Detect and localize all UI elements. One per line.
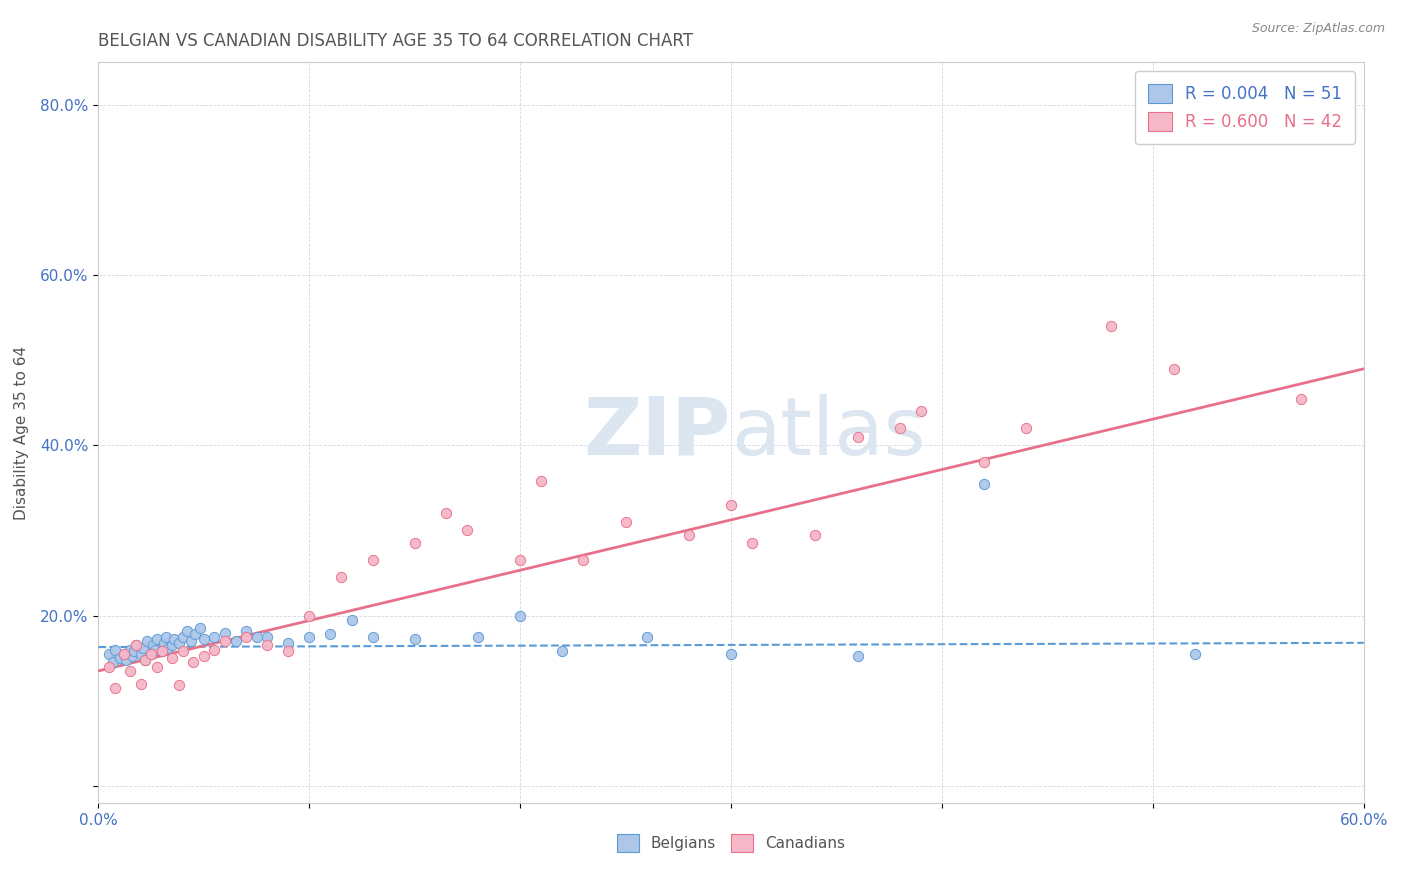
Point [846, 649, 869, 664]
Y-axis label: Disability Age 35 to 64: Disability Age 35 to 64 [14, 345, 30, 520]
Point [184, 627, 207, 641]
Point [509, 608, 531, 623]
Point [678, 527, 700, 541]
Point [176, 624, 198, 638]
Point [167, 678, 190, 692]
Point [467, 630, 489, 644]
Point [142, 639, 165, 653]
Point [103, 656, 125, 670]
Point [155, 630, 177, 644]
Point [572, 553, 595, 567]
Point [1099, 319, 1122, 334]
Legend: Belgians, Canadians: Belgians, Canadians [612, 829, 851, 858]
Point [204, 642, 226, 657]
Text: ZIP: ZIP [583, 393, 731, 472]
Point [889, 421, 911, 435]
Point [404, 632, 426, 647]
Point [456, 524, 478, 538]
Point [720, 498, 742, 512]
Point [614, 515, 637, 529]
Point [246, 630, 269, 644]
Point [141, 647, 163, 661]
Point [235, 630, 257, 644]
Point [340, 613, 363, 627]
Point [98, 659, 121, 673]
Point [214, 625, 236, 640]
Point [129, 676, 152, 690]
Point [108, 651, 131, 665]
Text: atlas: atlas [731, 393, 925, 472]
Point [804, 527, 827, 541]
Point [330, 570, 353, 584]
Point [134, 653, 156, 667]
Point [319, 627, 342, 641]
Point [129, 647, 152, 661]
Point [973, 476, 995, 491]
Point [180, 634, 202, 648]
Point [125, 639, 148, 653]
Point [361, 553, 384, 567]
Point [172, 630, 194, 644]
Point [124, 644, 146, 658]
Point [162, 639, 183, 653]
Point [120, 642, 141, 657]
Point [172, 644, 194, 658]
Point [436, 507, 458, 521]
Point [115, 653, 138, 667]
Point [1184, 647, 1206, 661]
Text: Source: ZipAtlas.com: Source: ZipAtlas.com [1251, 22, 1385, 36]
Point [720, 647, 742, 661]
Point [136, 634, 159, 648]
Point [204, 630, 226, 644]
Point [134, 653, 156, 667]
Point [167, 636, 190, 650]
Point [183, 656, 205, 670]
Point [157, 640, 180, 655]
Point [551, 644, 574, 658]
Point [193, 649, 215, 664]
Point [298, 630, 321, 644]
Point [361, 630, 384, 644]
Point [162, 651, 183, 665]
Point [163, 632, 186, 647]
Point [112, 647, 135, 661]
Point [146, 659, 169, 673]
Point [973, 455, 995, 469]
Point [846, 430, 869, 444]
Point [193, 632, 215, 647]
Point [150, 644, 173, 658]
Point [225, 634, 247, 648]
Point [235, 624, 257, 638]
Point [146, 632, 169, 647]
Point [121, 649, 143, 664]
Point [125, 639, 148, 653]
Point [256, 639, 278, 653]
Point [132, 640, 155, 655]
Point [120, 664, 141, 678]
Point [150, 644, 173, 658]
Point [404, 536, 426, 550]
Point [256, 630, 278, 644]
Point [530, 474, 553, 488]
Point [1289, 392, 1312, 406]
Point [98, 647, 121, 661]
Point [636, 630, 658, 644]
Point [741, 536, 763, 550]
Point [509, 553, 531, 567]
Point [1163, 361, 1185, 376]
Point [145, 642, 166, 657]
Point [214, 634, 236, 648]
Point [104, 642, 127, 657]
Point [104, 681, 127, 695]
Point [188, 621, 211, 635]
Point [1015, 421, 1038, 435]
Point [277, 644, 299, 658]
Text: BELGIAN VS CANADIAN DISABILITY AGE 35 TO 64 CORRELATION CHART: BELGIAN VS CANADIAN DISABILITY AGE 35 TO… [98, 32, 693, 50]
Point [112, 647, 135, 661]
Point [298, 608, 321, 623]
Point [153, 636, 176, 650]
Point [277, 636, 299, 650]
Point [910, 404, 932, 418]
Point [141, 647, 163, 661]
